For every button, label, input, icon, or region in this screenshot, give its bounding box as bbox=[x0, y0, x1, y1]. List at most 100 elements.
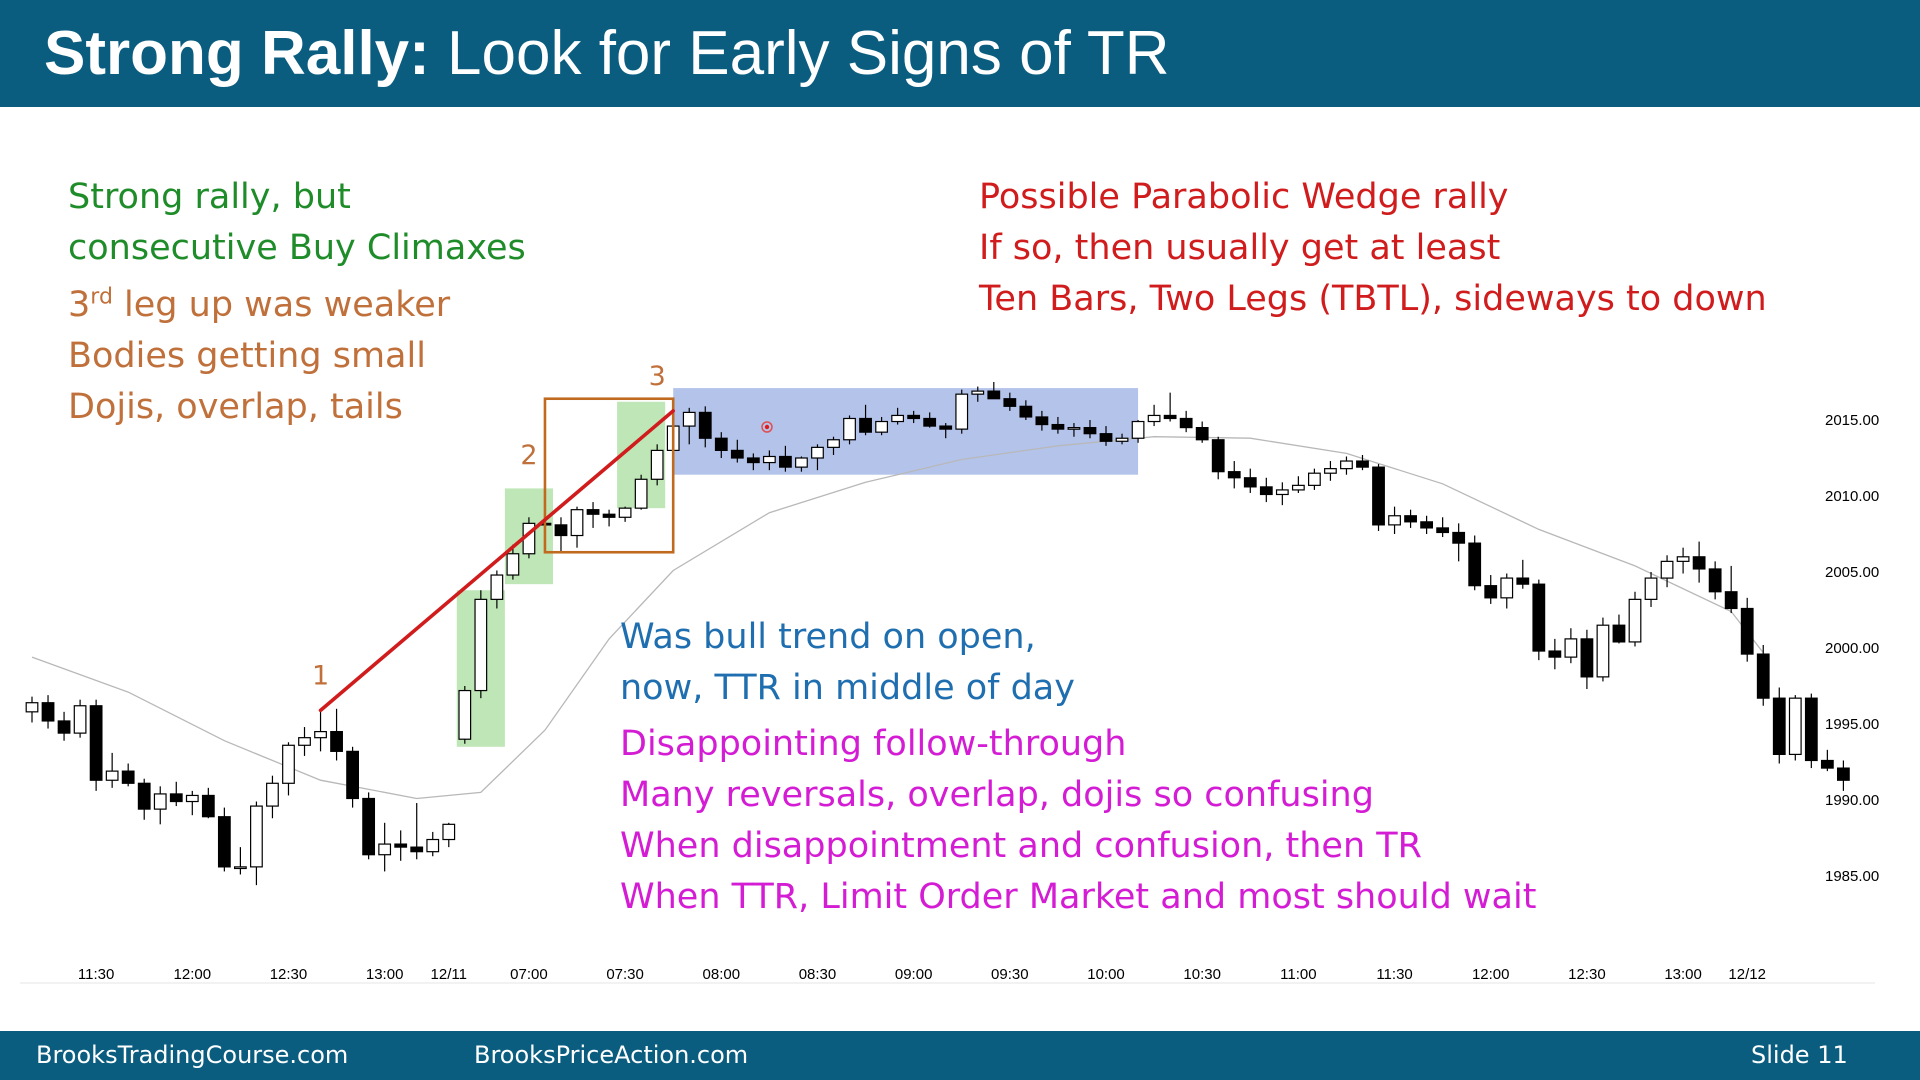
bull-candle-body bbox=[650, 449, 664, 480]
bull-candle-body bbox=[1676, 556, 1690, 562]
bear-candle-body bbox=[1003, 398, 1017, 407]
candlestick bbox=[1612, 614, 1626, 644]
candlestick bbox=[1676, 547, 1690, 574]
note-line: Ten Bars, Two Legs (TBTL), sideways to d… bbox=[979, 279, 1767, 319]
axis-layer: 2015.00 2010.00 2005.00 2000.00 1995.00 1990.… bbox=[20, 412, 1879, 984]
x-tick-label: 11:00 bbox=[1280, 966, 1316, 983]
x-tick-label: 07:00 bbox=[510, 966, 548, 983]
note-line: now, TTR in middle of day bbox=[620, 668, 1075, 708]
bear-candle-body bbox=[330, 730, 343, 752]
bear-candle-body bbox=[1179, 417, 1193, 429]
y-tick-label: 2005.00 bbox=[1825, 564, 1879, 581]
bear-candle-body bbox=[923, 417, 937, 427]
bear-candle-body bbox=[746, 457, 760, 464]
y-tick-label: 2010.00 bbox=[1825, 488, 1879, 505]
bull-candle-body bbox=[298, 737, 311, 746]
bull-candle-body bbox=[1307, 472, 1321, 486]
candlestick bbox=[25, 696, 39, 723]
leg-label-2: 2 bbox=[520, 440, 537, 471]
bull-candle-body bbox=[570, 509, 584, 537]
bull-candle-body bbox=[1388, 515, 1401, 526]
bull-candle-body bbox=[955, 393, 969, 430]
bull-candle-body bbox=[426, 838, 440, 853]
leg-label-3: 3 bbox=[649, 361, 666, 392]
candlestick bbox=[891, 407, 905, 425]
candlestick bbox=[121, 763, 135, 787]
bear-candle-body bbox=[1484, 585, 1498, 599]
candlestick bbox=[762, 450, 776, 471]
footer-left-link[interactable]: BrooksTradingCourse.com bbox=[36, 1041, 349, 1069]
candlestick bbox=[1147, 404, 1161, 427]
bull-candle-body bbox=[682, 411, 696, 427]
candlestick bbox=[314, 710, 327, 752]
bull-candle-body bbox=[634, 478, 648, 509]
candlestick bbox=[378, 822, 392, 872]
candlestick bbox=[1131, 420, 1145, 443]
candlestick bbox=[1484, 575, 1498, 604]
bear-candle-body bbox=[201, 794, 215, 818]
bear-candle-body bbox=[1211, 439, 1225, 473]
candlestick bbox=[1436, 517, 1450, 538]
note-line: consecutive Buy Climaxes bbox=[68, 228, 526, 268]
bull-candle-body bbox=[490, 574, 504, 600]
note-line: Was bull trend on open, bbox=[620, 617, 1036, 657]
bull-candle-body bbox=[1147, 414, 1161, 423]
footer-center-link[interactable]: BrooksPriceAction.com bbox=[474, 1041, 749, 1069]
candlestick bbox=[1644, 572, 1658, 607]
bull-candle-body bbox=[1275, 489, 1289, 496]
cursor-marker bbox=[761, 421, 773, 433]
candlestick bbox=[201, 787, 215, 819]
bull-candle-body bbox=[233, 866, 247, 870]
candlestick-layer bbox=[25, 382, 1850, 886]
candlestick bbox=[955, 389, 969, 434]
bear-candle-body bbox=[1516, 577, 1530, 585]
bear-candle-body bbox=[1708, 568, 1722, 593]
candlestick bbox=[987, 382, 1001, 400]
candlestick bbox=[1564, 628, 1578, 664]
bull-candle-body bbox=[1660, 560, 1674, 579]
note-line: Strong rally, but bbox=[68, 177, 351, 217]
note-line: Bodies getting small bbox=[68, 336, 426, 376]
candlestick bbox=[153, 786, 167, 825]
candlestick bbox=[602, 509, 616, 527]
candlestick bbox=[474, 590, 488, 699]
bear-candle-body bbox=[1420, 521, 1434, 529]
candlestick bbox=[1628, 591, 1642, 647]
candlestick bbox=[634, 474, 648, 510]
candlestick bbox=[1372, 464, 1385, 531]
bear-candle-body bbox=[1692, 556, 1706, 570]
x-tick-label: 10:00 bbox=[1087, 966, 1125, 983]
candlestick bbox=[217, 807, 231, 872]
x-tick-label: 08:00 bbox=[703, 966, 741, 983]
candlestick bbox=[250, 801, 263, 886]
candlestick bbox=[458, 686, 472, 744]
x-tick-label: 12:00 bbox=[1472, 966, 1510, 983]
x-tick-label: 13:00 bbox=[1664, 966, 1702, 983]
candlestick bbox=[1724, 565, 1738, 614]
slide-title-rest: Look for Early Signs of TR bbox=[429, 19, 1170, 88]
candlestick bbox=[1820, 749, 1834, 772]
note-disappointing: Disappointing follow-through Many revers… bbox=[620, 719, 1536, 923]
note-line: When TTR, Limit Order Market and most sh… bbox=[620, 877, 1537, 917]
bull-candle-body bbox=[1788, 697, 1802, 755]
bear-candle-body bbox=[362, 797, 376, 856]
bull-candle-body bbox=[506, 553, 520, 576]
candlestick bbox=[1532, 579, 1546, 661]
candlestick bbox=[41, 695, 55, 729]
x-tick-label: 12:00 bbox=[174, 966, 212, 983]
candlestick bbox=[1019, 400, 1033, 420]
candlestick bbox=[1404, 509, 1417, 528]
bear-candle-body bbox=[1227, 471, 1241, 479]
bear-candle-body bbox=[169, 793, 183, 803]
candlestick bbox=[827, 436, 840, 455]
candlestick bbox=[282, 742, 295, 796]
candlestick bbox=[1083, 420, 1097, 439]
bear-candle-body bbox=[602, 513, 616, 518]
note-line: Disappointing follow-through bbox=[620, 724, 1127, 764]
candlestick bbox=[1356, 454, 1369, 471]
candlestick bbox=[1756, 644, 1770, 706]
bear-candle-body bbox=[121, 770, 135, 784]
candlestick bbox=[185, 790, 199, 816]
bear-candle-body bbox=[137, 782, 151, 810]
candlestick bbox=[1500, 573, 1514, 609]
